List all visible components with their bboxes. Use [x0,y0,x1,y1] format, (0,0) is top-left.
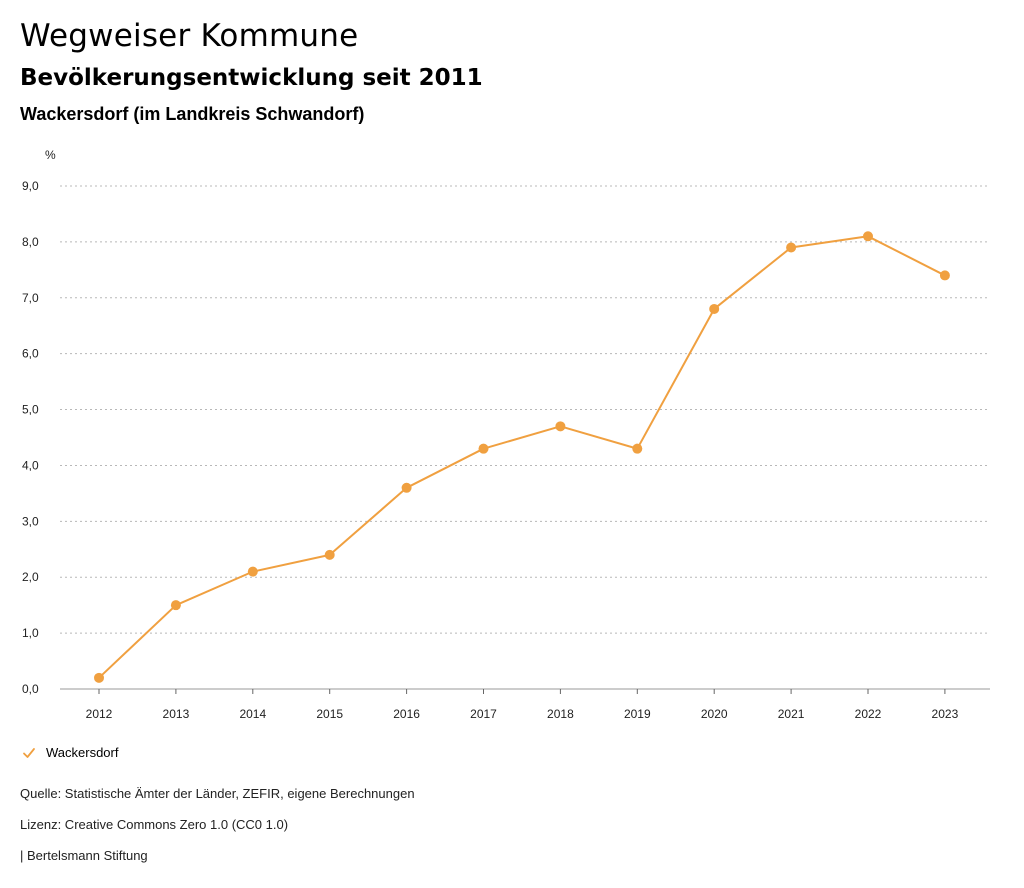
series-layer [94,231,950,683]
license-note: Lizenz: Creative Commons Zero 1.0 (CC0 1… [20,817,289,832]
y-tick-label: 2,0 [22,570,39,584]
y-tick-label: 1,0 [22,626,39,640]
x-tick-label: 2020 [701,707,728,721]
x-tick-label: 2016 [393,707,420,721]
y-tick-label: 0,0 [22,682,39,696]
x-tick-label: 2015 [316,707,343,721]
chart-subtitle: Bevölkerungsentwicklung seit 2011 [20,65,483,91]
y-axis-unit-label: % [45,148,56,162]
checkmark-icon [23,747,35,758]
y-tick-label: 5,0 [22,403,39,417]
data-point [401,482,412,493]
data-point [786,242,797,253]
axis-layer: % 0,0 1,0 2,0 3,0 4,0 5,0 6,0 7,0 8,0 9,0 2012 2013 2… [22,148,990,721]
legend-label: Wackersdorf [46,745,119,760]
data-point [247,566,258,577]
x-tick-label: 2013 [163,707,190,721]
line-chart: % 0,0 1,0 2,0 3,0 4,0 5,0 6,0 7,0 8,0 9,0 2012 2013 2… [22,148,990,721]
x-tick-label: 2021 [778,707,805,721]
grid-layer [60,185,990,634]
data-point [939,270,950,281]
x-tick-label: 2018 [547,707,574,721]
source-note: Quelle: Statistische Ämter der Länder, Z… [20,786,415,801]
y-tick-label: 3,0 [22,514,39,528]
y-tick-label: 6,0 [22,347,39,361]
data-point [324,549,335,560]
x-tick-label: 2017 [470,707,497,721]
legend[interactable]: Wackersdorf [22,745,118,760]
y-tick-label: 9,0 [22,179,39,193]
brand-note: | Bertelsmann Stiftung [20,848,148,863]
x-tick-label: 2014 [239,707,266,721]
y-tick-label: 8,0 [22,235,39,249]
data-point [632,443,643,454]
data-point [555,421,566,432]
y-tick-label: 4,0 [22,458,39,472]
chart-title: Wegweiser Kommune [20,18,359,54]
y-tick-label: 7,0 [22,291,39,305]
data-point [94,672,104,683]
data-point [478,443,489,454]
data-point [170,600,181,611]
region-label: Wackersdorf (im Landkreis Schwandorf) [20,104,365,124]
series-line [98,235,946,679]
data-point [863,231,873,242]
x-tick-label: 2022 [855,707,882,721]
data-point [709,303,720,314]
x-tick-label: 2023 [932,707,959,721]
x-tick-label: 2012 [86,707,113,721]
x-tick-label: 2019 [624,707,651,721]
